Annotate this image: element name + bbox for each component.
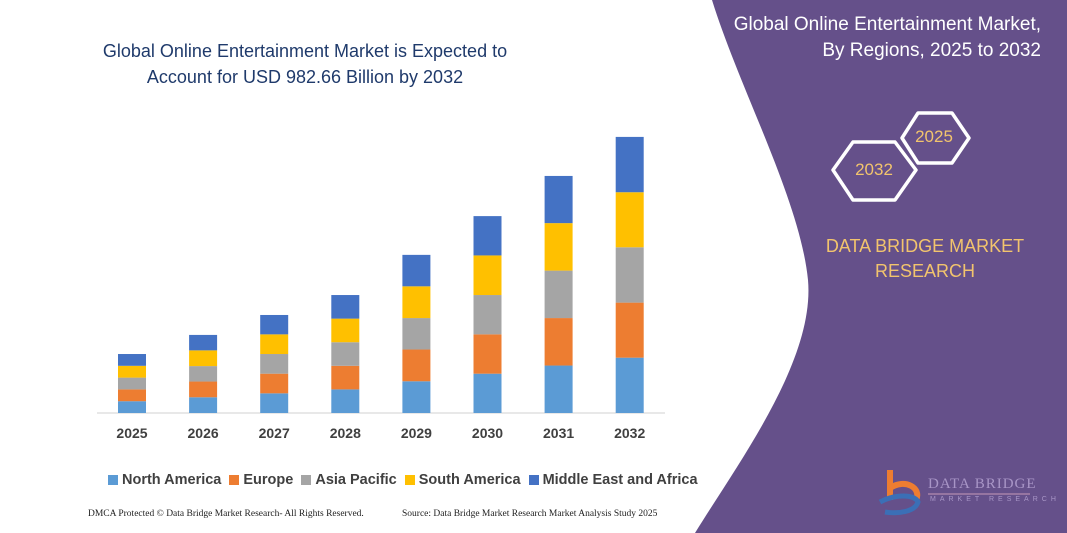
dmca-notice: DMCA Protected © Data Bridge Market Rese… [88, 509, 364, 519]
bar-2030-south-america [473, 255, 502, 296]
bar-2026-south-america [189, 350, 218, 367]
x-tick-label: 2025 [116, 425, 148, 441]
bars-group [118, 136, 644, 413]
source-note: Source: Data Bridge Market Research Mark… [402, 509, 658, 519]
bar-2028-north-america [331, 389, 360, 413]
legend-item: Europe [229, 472, 293, 488]
bar-2030-europe [473, 334, 502, 374]
x-tick-label: 2028 [329, 425, 361, 441]
logo-text: DATA BRIDGE [928, 476, 1037, 492]
bar-2027-asia-pacific [260, 354, 289, 374]
bar-2025-middle-east-and-africa [118, 354, 146, 366]
hex-label-2025: 2025 [915, 127, 953, 146]
bar-2029-north-america [402, 381, 431, 413]
bar-2029-asia-pacific [402, 318, 431, 350]
bar-2030-asia-pacific [473, 295, 502, 335]
hexagon-2025 [900, 111, 971, 165]
bar-2026-middle-east-and-africa [189, 334, 218, 351]
legend-item: North America [108, 472, 221, 488]
bar-2026-europe [189, 381, 218, 398]
bar-2027-europe [260, 373, 289, 394]
legend-swatch-icon [528, 475, 539, 485]
bar-2030-north-america [473, 373, 502, 413]
brand-line2: RESEARCH [874, 261, 976, 281]
bar-2027-north-america [260, 393, 289, 413]
bar-2032-north-america [615, 357, 644, 413]
bar-2026-north-america [189, 397, 218, 413]
brand-text: DATA BRIDGE MARKET RESEARCH [820, 234, 1030, 284]
logo-icon [878, 470, 921, 516]
bar-2029-europe [402, 349, 431, 382]
x-tick-label: 2031 [543, 425, 575, 441]
bar-2031-europe [544, 318, 573, 366]
x-tick-label: 2026 [187, 425, 219, 441]
bar-2028-south-america [331, 318, 360, 343]
chart-title: Global Online Entertainment Market is Ex… [102, 41, 508, 87]
legend: North America Europe Asia Pacific South Ame… [108, 472, 698, 488]
legend-label: Middle East and Africa [542, 472, 698, 488]
x-tick-label: 2030 [471, 425, 504, 441]
bar-2031-south-america [544, 223, 573, 271]
x-tick-label: 2032 [614, 425, 646, 441]
legend-item: Middle East and Africa [528, 472, 698, 488]
panel-title: Global Online Entertainment Market, By R… [711, 12, 1041, 64]
bar-2029-middle-east-and-africa [402, 254, 431, 287]
bar-2032-asia-pacific [615, 247, 644, 303]
bar-2029-south-america [402, 286, 431, 319]
bar-2025-europe [118, 389, 146, 402]
hexagon-2032 [831, 140, 918, 202]
bar-2027-middle-east-and-africa [260, 314, 289, 335]
side-panel [695, 0, 1067, 533]
bar-2028-middle-east-and-africa [331, 295, 360, 319]
logo-subtext: MARKET RESEARCH [930, 496, 1060, 503]
bar-2025-asia-pacific [118, 377, 146, 390]
legend-item: Asia Pacific [301, 472, 397, 488]
legend-swatch-icon [229, 475, 240, 485]
bar-2026-asia-pacific [189, 366, 218, 382]
bar-2031-asia-pacific [544, 270, 573, 319]
bar-2032-south-america [615, 192, 644, 248]
legend-label: Asia Pacific [315, 472, 397, 488]
bar-2028-asia-pacific [331, 342, 360, 366]
legend-label: Europe [243, 472, 294, 488]
legend-swatch-icon [404, 475, 415, 485]
legend-label: South America [418, 472, 521, 488]
legend-label: North America [122, 472, 222, 488]
bar-2030-middle-east-and-africa [473, 216, 502, 256]
x-tick-label: 2027 [258, 425, 290, 441]
legend-swatch-icon [301, 475, 312, 485]
legend-swatch-icon [108, 475, 118, 485]
x-tick-label: 2029 [400, 425, 432, 441]
legend-item: South America [404, 472, 521, 488]
bar-2031-north-america [544, 365, 573, 413]
brand-line1: DATA BRIDGE MARKET [825, 236, 1025, 256]
bar-2031-middle-east-and-africa [544, 175, 573, 224]
bar-2025-north-america [118, 401, 146, 413]
panel-title-line1: Global Online Entertainment Market, [733, 14, 1041, 35]
bar-2032-europe [615, 302, 644, 358]
bar-2025-south-america [118, 365, 146, 378]
panel-title-line2: By Regions, 2025 to 2032 [822, 40, 1041, 61]
bar-2027-south-america [260, 334, 289, 355]
hex-label-2032: 2032 [855, 160, 893, 179]
bar-2032-middle-east-and-africa [615, 136, 644, 193]
bar-2028-europe [331, 365, 360, 390]
